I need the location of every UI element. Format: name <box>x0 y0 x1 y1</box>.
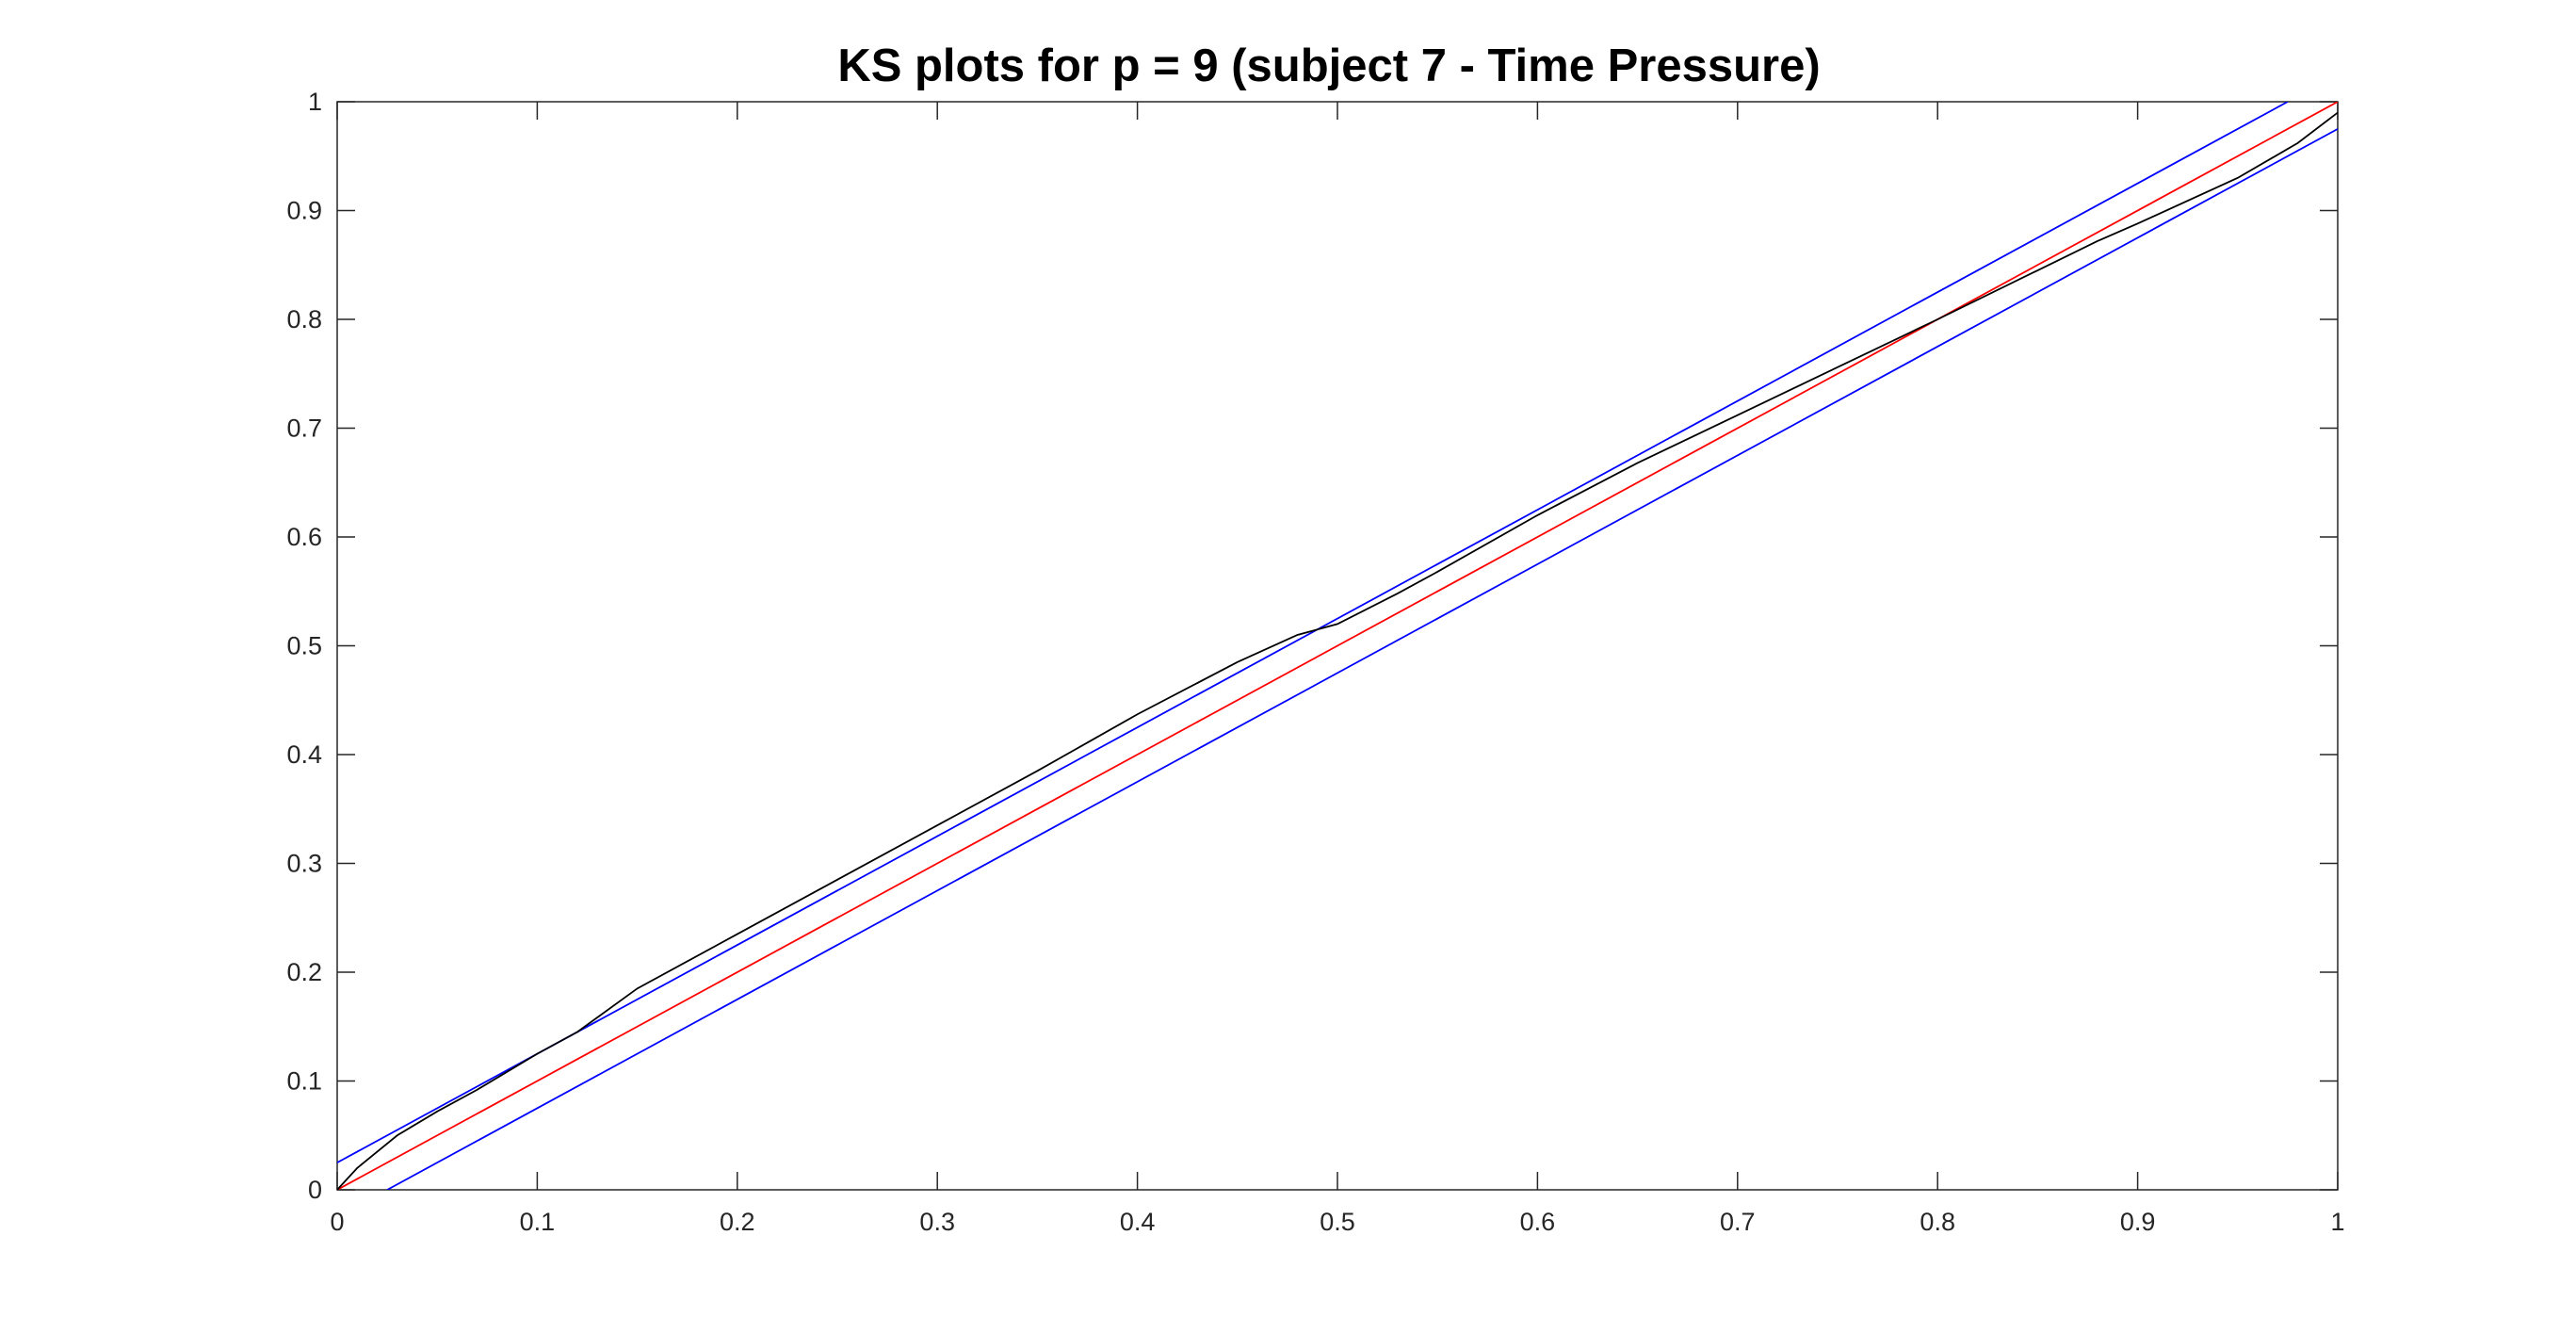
y-tick-label: 1 <box>308 88 322 116</box>
x-tick-label: 1 <box>2330 1208 2344 1236</box>
y-tick-label: 0 <box>308 1176 322 1204</box>
y-tick-label: 0.8 <box>286 305 322 333</box>
y-tick-label: 0.4 <box>286 740 322 769</box>
x-tick-label: 0.3 <box>919 1208 955 1236</box>
y-tick-label: 0.6 <box>286 523 322 551</box>
ks-curve <box>337 111 2338 1190</box>
x-tick-label: 0.7 <box>1720 1208 1756 1236</box>
y-tick-label: 0.1 <box>286 1067 322 1096</box>
lower-confidence-bound <box>386 128 2338 1190</box>
y-tick-label: 0.9 <box>286 197 322 225</box>
plot-area: 0 0.1 0.2 0.3 0.4 0.5 0.6 0.7 0.8 0.9 1 0 0.1 0.2 0.3 0… <box>286 88 2344 1236</box>
upper-confidence-bound <box>337 102 2289 1163</box>
y-tick-label: 0.7 <box>286 415 322 443</box>
y-tick-label: 0.3 <box>286 850 322 878</box>
x-tick-label: 0.4 <box>1120 1208 1156 1236</box>
chart-title: KS plots for p = 9 (subject 7 - Time Pre… <box>837 41 1820 91</box>
x-tick-label: 0.8 <box>1920 1208 1955 1236</box>
y-tick-label: 0.5 <box>286 632 322 660</box>
x-tick-label: 0 <box>330 1208 344 1236</box>
x-tick-label: 0.1 <box>520 1208 556 1236</box>
x-tick-label: 0.2 <box>720 1208 755 1236</box>
x-tick-label: 0.6 <box>1520 1208 1556 1236</box>
x-tick-label: 0.9 <box>2120 1208 2156 1236</box>
y-tick-label: 0.2 <box>286 958 322 986</box>
x-tick-label: 0.5 <box>1320 1208 1355 1236</box>
reference-line <box>337 102 2338 1190</box>
